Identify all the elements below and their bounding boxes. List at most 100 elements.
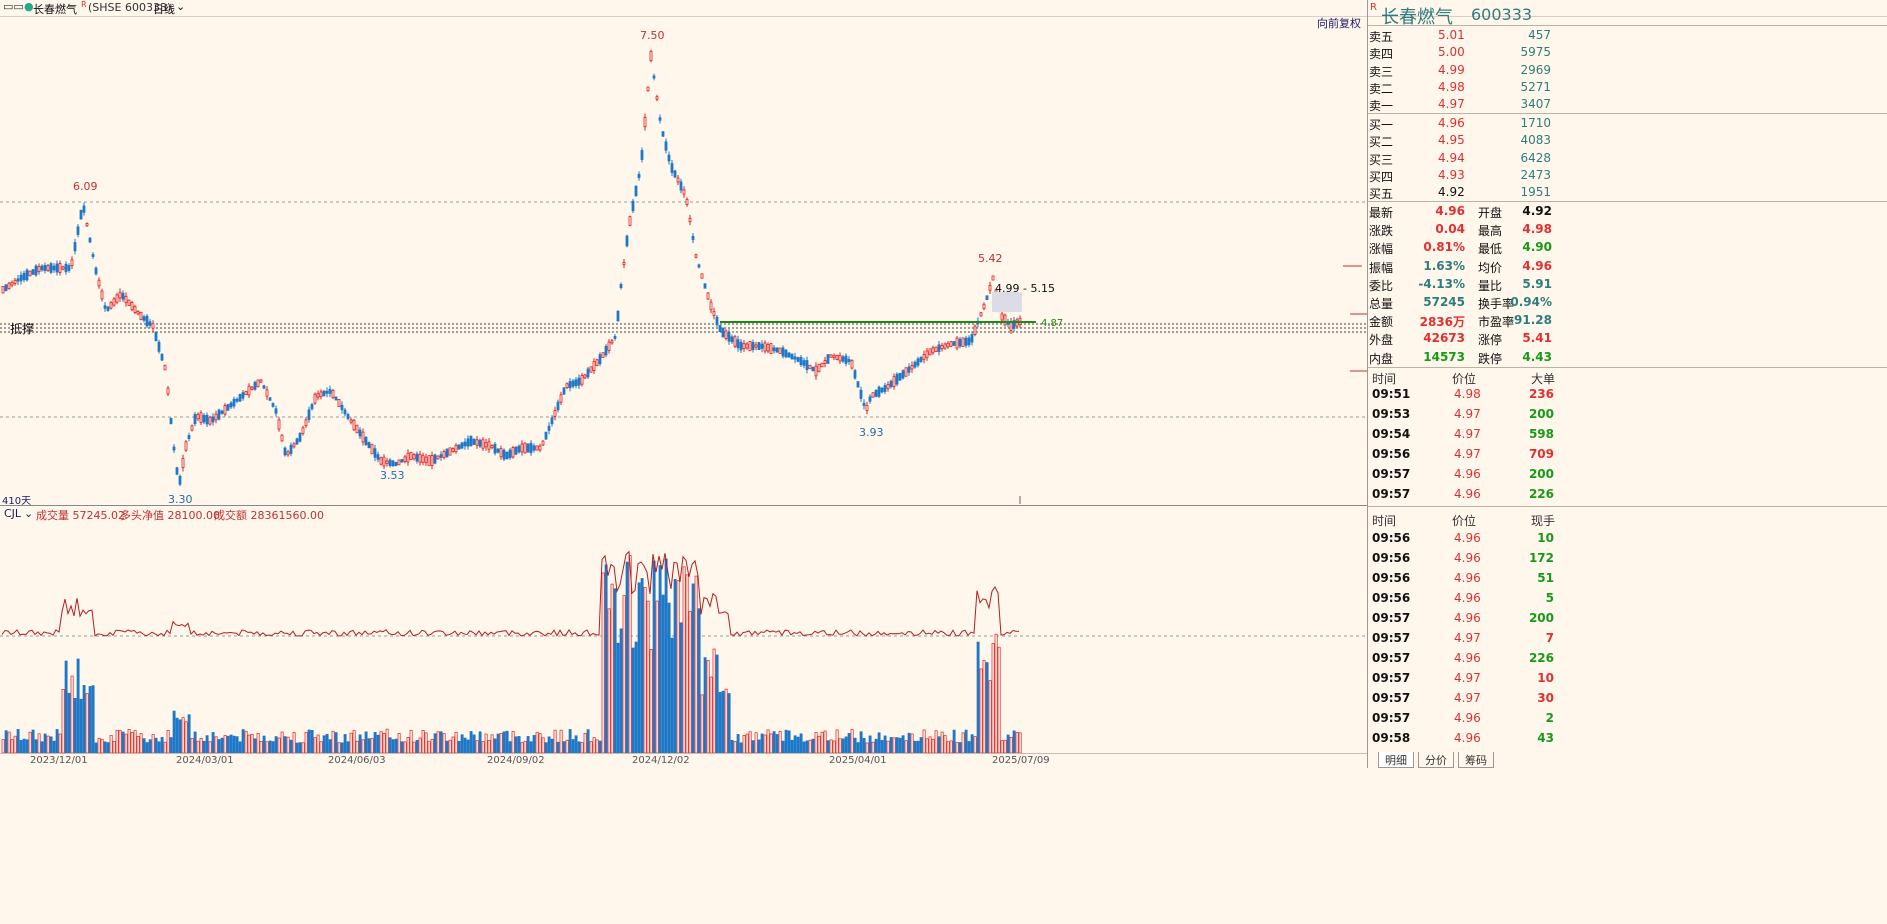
- date-label: 2024/09/02: [487, 755, 545, 766]
- volume-bar: [610, 583, 614, 753]
- candle-body: [739, 341, 743, 351]
- candle-body: [286, 451, 290, 456]
- big-order-row[interactable]: 09:56 4.97 709: [1368, 446, 1887, 463]
- volume-bar: [271, 741, 275, 753]
- volume-bar: [478, 731, 482, 753]
- big-order-row[interactable]: 09:57 4.96 226: [1368, 486, 1887, 503]
- volume-bar: [130, 732, 134, 753]
- volume-bar: [4, 730, 8, 753]
- volume-bar: [220, 737, 224, 753]
- volume-bar: [853, 737, 857, 753]
- volume-chart[interactable]: [0, 521, 1367, 753]
- candle-body: [973, 325, 977, 335]
- pane-divider[interactable]: [0, 505, 1367, 506]
- tab-chips[interactable]: 筹码: [1458, 752, 1494, 768]
- tick-row[interactable]: 09:56 4.96 5: [1368, 590, 1887, 607]
- bid-row[interactable]: 买五 4.92 1951: [1368, 184, 1887, 201]
- order-price: 4.97: [1454, 407, 1481, 421]
- window-menu-icon[interactable]: ▭▭: [3, 0, 24, 13]
- big-order-row[interactable]: 09:51 4.98 236: [1368, 386, 1887, 403]
- volume-bar: [211, 732, 215, 753]
- stat-row[interactable]: 涨跌 0.04 最高 4.98: [1368, 221, 1887, 238]
- stat-value: 42673: [1423, 331, 1465, 346]
- tick-row[interactable]: 09:57 4.97 30: [1368, 690, 1887, 707]
- panel-divider[interactable]: [1367, 0, 1368, 768]
- candle-body: [916, 358, 920, 366]
- big-order-row[interactable]: 09:57 4.96 200: [1368, 466, 1887, 483]
- candle-body: [841, 356, 845, 362]
- ask-row[interactable]: 卖一 4.97 3407: [1368, 96, 1887, 113]
- tick-row[interactable]: 09:58 4.96 43: [1368, 730, 1887, 747]
- tick-qty: 30: [1537, 691, 1554, 705]
- tick-row[interactable]: 09:57 4.97 10: [1368, 670, 1887, 687]
- bid-row[interactable]: 买二 4.95 4083: [1368, 132, 1887, 149]
- big-order-row[interactable]: 09:53 4.97 200: [1368, 406, 1887, 423]
- volume-bar: [112, 740, 116, 753]
- volume-bar: [922, 729, 926, 753]
- order-time: 09:57: [1372, 487, 1411, 501]
- volume-bar: [316, 734, 320, 753]
- volume-bar: [586, 729, 590, 753]
- candle-body: [892, 376, 896, 387]
- stat-label: 金额: [1369, 315, 1394, 330]
- volume-bar: [880, 739, 884, 753]
- chevron-down-icon[interactable]: ⌄: [176, 0, 186, 13]
- volume-bar: [55, 729, 59, 753]
- candle-body: [1, 286, 5, 294]
- candle-body: [244, 390, 248, 396]
- bid-row[interactable]: 买四 4.93 2473: [1368, 167, 1887, 184]
- price-chart[interactable]: [0, 16, 1367, 504]
- stat-row[interactable]: 涨幅 0.81% 最低 4.90: [1368, 239, 1887, 256]
- stat-row[interactable]: 内盘 14573 跌停 4.43: [1368, 349, 1887, 366]
- period-selector[interactable]: 日线: [153, 3, 175, 16]
- volume-bar: [973, 736, 977, 753]
- candle-body: [538, 445, 542, 451]
- stat-row[interactable]: 总量 57245 换手率 0.94%: [1368, 294, 1887, 311]
- stat-row[interactable]: 最新 4.96 开盘 4.92: [1368, 203, 1887, 220]
- rights-mark: R: [81, 0, 87, 9]
- tick-row[interactable]: 09:57 4.96 226: [1368, 650, 1887, 667]
- candle-body: [979, 312, 983, 317]
- tick-row[interactable]: 09:56 4.96 51: [1368, 570, 1887, 587]
- chevron-down-icon[interactable]: ⌄: [24, 507, 34, 520]
- candle-body: [700, 273, 704, 279]
- big-order-row[interactable]: 09:54 4.97 598: [1368, 426, 1887, 443]
- stat-row[interactable]: 委比 -4.13% 量比 5.91: [1368, 276, 1887, 293]
- stock-name[interactable]: 长春燃气: [33, 3, 77, 16]
- tab-detail[interactable]: 明细: [1378, 752, 1414, 768]
- volume-bar: [886, 740, 890, 753]
- tick-row[interactable]: 09:56 4.96 172: [1368, 550, 1887, 567]
- bid-price: 4.95: [1438, 133, 1465, 148]
- stat-value: 4.92: [1522, 204, 1552, 218]
- volume-bar: [802, 741, 806, 753]
- stat-row[interactable]: 金额 2836万 市盈率 -91.28: [1368, 312, 1887, 329]
- candle-body: [727, 332, 731, 342]
- ask-row[interactable]: 卖五 5.01 457: [1368, 27, 1887, 44]
- candle-body: [358, 429, 362, 437]
- bid-row[interactable]: 买一 4.96 1710: [1368, 115, 1887, 132]
- adjust-mode-button[interactable]: 向前复权: [1317, 17, 1361, 30]
- volume-bar: [652, 560, 656, 753]
- candle-body: [379, 457, 383, 465]
- stat-label: 最高: [1478, 224, 1503, 239]
- volume-bar: [487, 740, 491, 753]
- volume-bar: [115, 729, 119, 753]
- ask-row[interactable]: 卖三 4.99 2969: [1368, 62, 1887, 79]
- candle-body: [682, 189, 686, 195]
- tick-row[interactable]: 09:56 4.96 10: [1368, 530, 1887, 547]
- tick-row[interactable]: 09:57 4.96 200: [1368, 610, 1887, 627]
- volume-bar: [967, 741, 971, 753]
- indicator-selector[interactable]: CJL: [4, 507, 22, 520]
- tick-row[interactable]: 09:57 4.97 7: [1368, 630, 1887, 647]
- stat-row[interactable]: 外盘 42673 涨停 5.41: [1368, 330, 1887, 347]
- stat-row[interactable]: 振幅 1.63% 均价 4.96: [1368, 258, 1887, 275]
- stat-value: 14573: [1423, 349, 1465, 364]
- ask-row[interactable]: 卖四 5.00 5975: [1368, 44, 1887, 61]
- volume-bar: [868, 735, 872, 753]
- volume-bar: [628, 555, 632, 753]
- tick-row[interactable]: 09:57 4.96 2: [1368, 710, 1887, 727]
- ask-row[interactable]: 卖二 4.98 5271: [1368, 79, 1887, 96]
- tab-price-dist[interactable]: 分价: [1418, 752, 1454, 768]
- candle-body: [928, 348, 932, 356]
- bid-row[interactable]: 买三 4.94 6428: [1368, 150, 1887, 167]
